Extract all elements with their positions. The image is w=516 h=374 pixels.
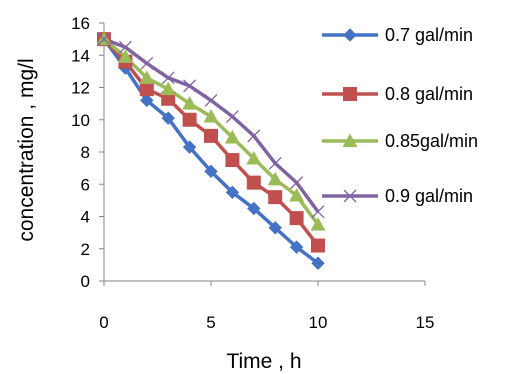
- series-markers-4: [97, 32, 325, 219]
- legend-item-4: 0.9 gal/min: [322, 186, 473, 206]
- data-point-triangle: [310, 217, 326, 231]
- data-point-diamond: [182, 140, 197, 154]
- x-tick-label: 10: [309, 313, 328, 332]
- axes: 0 2 4 6 8 10 12 14 16 0 5 10 15: [71, 14, 434, 332]
- data-point-cross: [161, 71, 175, 85]
- data-point-cross-stroke: [290, 176, 304, 190]
- legend-item-3: 0.85gal/min: [322, 131, 478, 151]
- data-point-cross-stroke: [140, 56, 154, 70]
- legend-item-2: 0.8 gal/min: [322, 84, 473, 104]
- legend-label: 0.85gal/min: [385, 131, 478, 151]
- series-lines: [102, 37, 320, 265]
- data-point-triangle: [182, 96, 198, 110]
- data-point-cross: [204, 93, 218, 107]
- data-point-diamond: [343, 28, 357, 42]
- legend-label: 0.7 gal/min: [385, 25, 473, 45]
- series-markers-2: [97, 32, 325, 253]
- data-point-square: [311, 238, 325, 253]
- data-point-triangle: [267, 171, 283, 186]
- data-point-cross: [247, 129, 261, 143]
- y-tick-label: 10: [71, 111, 90, 130]
- data-point-triangle: [342, 133, 358, 147]
- legend-label: 0.9 gal/min: [385, 186, 473, 206]
- y-tick-label: 6: [81, 175, 90, 194]
- data-point-diamond: [161, 111, 175, 125]
- data-point-cross: [290, 176, 304, 190]
- data-point-square: [246, 175, 261, 190]
- data-point-triangle: [117, 49, 133, 63]
- data-point-square: [268, 190, 283, 205]
- series-markers-1: [97, 32, 325, 270]
- x-tick-label: 0: [99, 313, 108, 332]
- data-point-cross-stroke: [183, 79, 197, 93]
- y-tick-label: 14: [71, 46, 90, 65]
- data-point-diamond: [268, 221, 282, 235]
- data-point-square: [182, 112, 197, 127]
- data-point-triangle: [139, 70, 155, 84]
- data-point-cross: [225, 110, 239, 123]
- data-point-cross-stroke: [311, 205, 325, 219]
- x-axis-title: Time , h: [226, 350, 301, 373]
- data-point-cross-stroke: [343, 189, 357, 203]
- data-point-triangle: [160, 81, 176, 96]
- data-point-triangle: [246, 150, 262, 165]
- data-point-triangle: [289, 188, 305, 202]
- data-point-cross-stroke: [247, 129, 261, 143]
- data-point-triangle: [203, 109, 219, 123]
- data-point-diamond: [311, 256, 325, 270]
- y-tick-label: 16: [71, 14, 90, 33]
- data-point-cross-stroke: [161, 71, 175, 85]
- y-tick-label: 8: [81, 143, 90, 162]
- data-point-diamond: [225, 185, 240, 200]
- data-point-cross-stroke: [268, 156, 282, 170]
- y-tick-label: 4: [81, 208, 90, 227]
- data-point-square: [161, 91, 176, 106]
- legend-label: 0.8 gal/min: [385, 84, 473, 104]
- data-point-square: [204, 128, 218, 143]
- x-tick-label: 5: [206, 313, 215, 332]
- data-point-cross-stroke: [204, 93, 218, 107]
- y-axis-title: concentration , mg/l: [15, 58, 38, 241]
- data-point-cross: [183, 79, 197, 93]
- data-point-square: [139, 82, 154, 97]
- data-point-cross-stroke: [97, 32, 111, 46]
- series-markers: [96, 31, 326, 270]
- data-point-cross: [140, 56, 154, 70]
- data-point-cross: [311, 205, 325, 219]
- data-point-triangle: [224, 129, 240, 144]
- legend: 0.7 gal/min 0.8 gal/min 0.85gal/min 0.9 gal…: [322, 25, 478, 206]
- series-markers-3: [96, 31, 326, 231]
- data-point-cross: [343, 189, 357, 203]
- x-tick-label: 15: [416, 313, 435, 332]
- data-point-diamond: [140, 93, 154, 108]
- data-point-diamond: [247, 201, 261, 216]
- data-point-cross: [97, 32, 111, 46]
- data-point-square: [289, 211, 304, 226]
- data-point-square: [225, 153, 240, 168]
- data-point-cross: [118, 40, 132, 54]
- data-point-cross: [268, 156, 282, 170]
- data-point-square: [343, 87, 357, 101]
- data-point-diamond: [204, 164, 218, 179]
- data-point-cross-stroke: [118, 40, 132, 54]
- legend-item-1: 0.7 gal/min: [322, 25, 473, 45]
- y-tick-label: 0: [81, 272, 90, 291]
- data-point-cross-stroke: [225, 110, 239, 123]
- data-point-diamond: [289, 240, 304, 254]
- y-tick-label: 2: [81, 240, 90, 259]
- y-tick-label: 12: [71, 79, 90, 98]
